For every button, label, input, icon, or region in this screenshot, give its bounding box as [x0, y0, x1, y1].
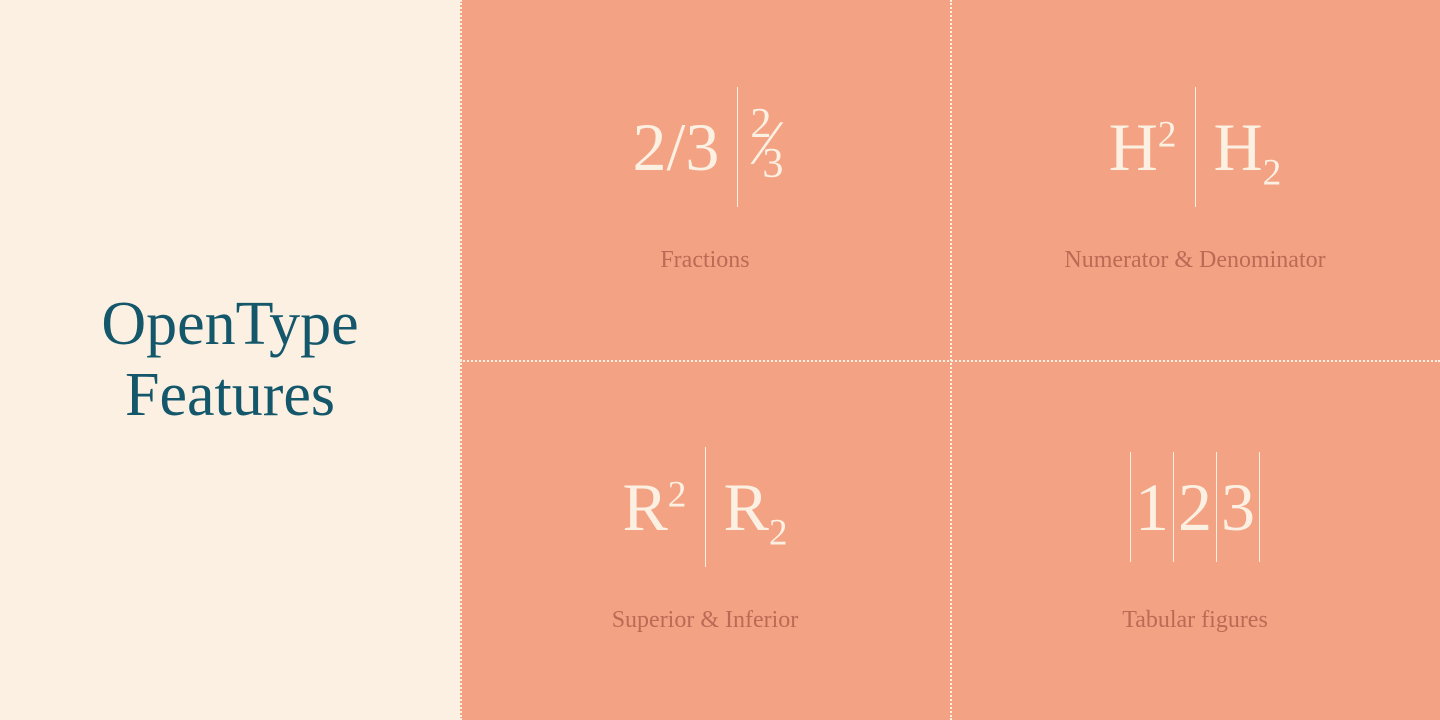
inferior-example: R2: [724, 473, 788, 541]
tabular-caption: Tabular figures: [1122, 607, 1268, 634]
dnom-example: H2: [1214, 113, 1282, 181]
tabular-digit-1: 1: [1135, 473, 1169, 541]
fractions-sample: 2/3 2 ⁄ 3: [633, 87, 778, 207]
cell-sups-subs: R2 R2 Superior & Inferior: [460, 360, 950, 720]
numr-dnom-sample: H2 H2: [1109, 87, 1282, 207]
tabular-digit-2: 2: [1178, 473, 1212, 541]
superior-example: R2: [622, 473, 686, 541]
tabular-divider: [1216, 452, 1217, 562]
cell-numr-dnom: H2 H2 Numerator & Denominator: [950, 0, 1440, 360]
tabular-divider: [1130, 452, 1131, 562]
title-line-2: Features: [125, 361, 335, 429]
page-title: OpenType Features: [101, 289, 358, 432]
feature-grid: 2/3 2 ⁄ 3 Fractions H2 H2 Numerator & De…: [460, 0, 1440, 720]
sample-divider: [737, 87, 738, 207]
fraction-before: 2/3: [633, 113, 720, 181]
tabular-sample: 1 2 3: [1126, 447, 1264, 567]
fraction-after: 2 ⁄ 3: [756, 105, 777, 181]
sample-divider: [705, 447, 706, 567]
cell-tabular: 1 2 3 Tabular figures: [950, 360, 1440, 720]
cell-fractions: 2/3 2 ⁄ 3 Fractions: [460, 0, 950, 360]
left-panel: OpenType Features: [0, 0, 460, 720]
tabular-divider: [1173, 452, 1174, 562]
numr-example: H2: [1109, 113, 1177, 181]
sups-subs-caption: Superior & Inferior: [612, 607, 799, 634]
numr-dnom-caption: Numerator & Denominator: [1064, 247, 1325, 274]
tabular-digit-3: 3: [1221, 473, 1255, 541]
title-line-1: OpenType: [101, 290, 358, 358]
fractions-caption: Fractions: [660, 247, 749, 274]
sups-subs-sample: R2 R2: [622, 447, 787, 567]
fraction-denominator: 3: [762, 140, 783, 187]
sample-divider: [1195, 87, 1196, 207]
tabular-divider: [1259, 452, 1260, 562]
